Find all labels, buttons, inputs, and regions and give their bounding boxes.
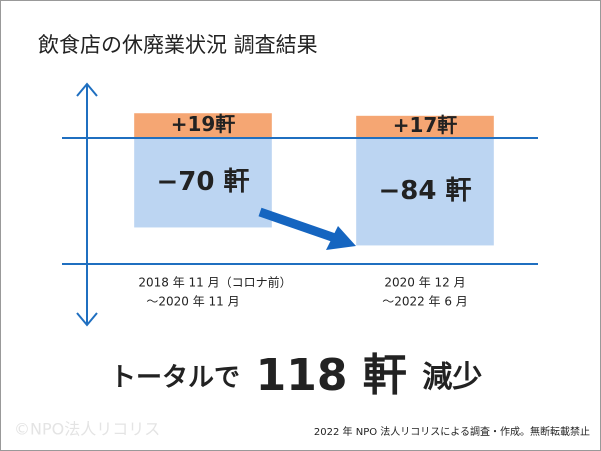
value-label: +17軒 bbox=[393, 113, 458, 137]
bar bbox=[134, 113, 272, 138]
value-label: +19軒 bbox=[171, 112, 236, 136]
watermark: ©NPO法人リコリス bbox=[14, 420, 160, 439]
bar bbox=[356, 137, 494, 246]
x-tick-label: 2020 年 12 月 bbox=[384, 276, 465, 290]
value-label: −70 軒 bbox=[156, 166, 249, 197]
x-tick-label: ～2022 年 6 月 bbox=[382, 295, 468, 309]
bar bbox=[356, 115, 494, 138]
summary-prefix: トータルで bbox=[110, 363, 240, 393]
summary-total: 118 軒 bbox=[256, 350, 407, 401]
y-axis-arrow bbox=[76, 82, 98, 327]
value-label: −84 軒 bbox=[378, 175, 471, 206]
summary-suffix: 減少 bbox=[422, 360, 482, 395]
summary: トータルで 118 軒 減少 bbox=[110, 350, 482, 401]
trend-arrow bbox=[258, 207, 356, 250]
x-tick-label: ～2020 年 11 月 bbox=[146, 295, 239, 309]
chart-title: 飲食店の休廃業状況 調査結果 bbox=[38, 33, 318, 57]
footnote: 2022 年 NPO 法人リコリスによる調査・作成。無断転載禁止 bbox=[314, 425, 590, 438]
x-tick-label: 2018 年 11 月（コロナ前） bbox=[138, 275, 291, 290]
bar bbox=[134, 137, 272, 228]
